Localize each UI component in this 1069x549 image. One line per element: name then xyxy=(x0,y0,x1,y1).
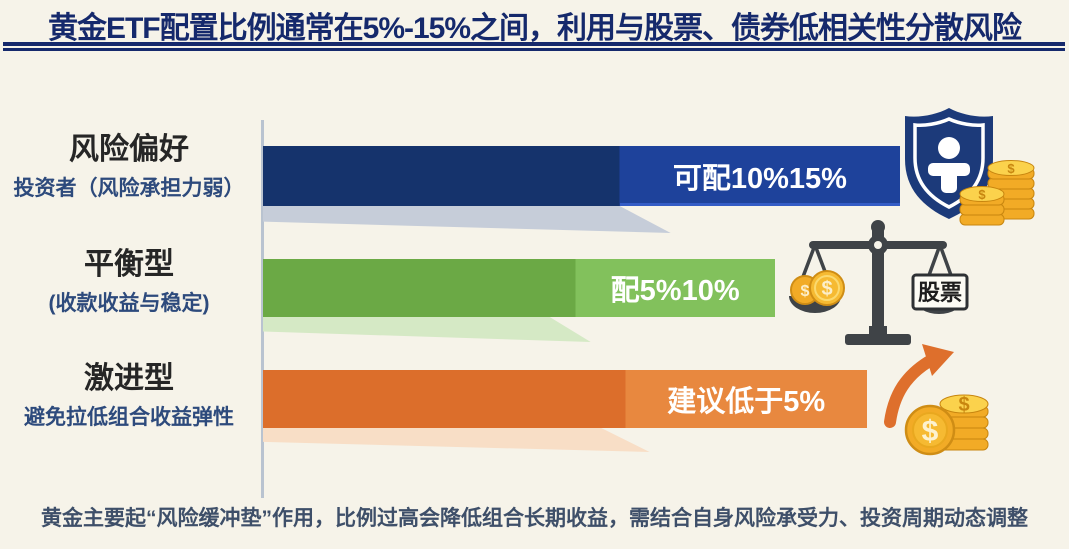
title-underline-thick xyxy=(3,42,1065,46)
page-title: 黄金ETF配置比例通常在5%-15%之间，利用与股票、债券低相关性分散风险 xyxy=(47,12,1022,45)
bar-value-label: 可配10%15% xyxy=(672,163,847,195)
bar-shadow xyxy=(263,317,591,342)
stocks-sign-label: 股票 xyxy=(918,280,962,305)
row-subtitle: 避免拉低组合收益弹性 xyxy=(24,405,234,429)
bar-shadow xyxy=(263,428,650,452)
row-subtitle: 投资者（风险承担力弱） xyxy=(13,176,245,200)
axis-line xyxy=(261,120,264,498)
shield-person-coins-icon: $ $ xyxy=(905,108,1035,226)
arrow-head xyxy=(922,344,954,376)
row-title: 风险偏好 xyxy=(69,133,189,166)
svg-text:$: $ xyxy=(958,394,969,416)
footer-note: 黄金主要起“风险缓冲垫”作用，比例过高会降低组合长期收益，需结合自身风险承受力、… xyxy=(41,507,1028,530)
title-underline-thin xyxy=(3,48,1065,51)
bar-aggressive: 建议低于5% xyxy=(263,370,867,428)
rising-arrow-coins-icon: $ $ xyxy=(884,344,989,456)
row-label-balanced: 平衡型 (收款收益与稳定) xyxy=(0,248,258,317)
balance-scale-icon: $ $ 股票 xyxy=(789,220,969,345)
row-title: 激进型 xyxy=(84,362,174,395)
bar-conservative: 可配10%15% xyxy=(263,146,900,206)
coin-stack-left: $ xyxy=(959,186,1005,226)
svg-text:$: $ xyxy=(922,415,939,448)
bar-value-wrap: 配5%10% xyxy=(575,259,775,317)
svg-text:$: $ xyxy=(801,283,810,300)
svg-text:$: $ xyxy=(1007,161,1015,176)
bar-balanced: 配5%10% xyxy=(263,259,775,317)
svg-text:$: $ xyxy=(978,187,986,202)
row-subtitle: (收款收益与稳定) xyxy=(48,291,210,315)
bar-value-wrap: 可配10%15% xyxy=(620,146,900,206)
row-title: 平衡型 xyxy=(84,248,174,281)
bar-value-wrap: 建议低于5% xyxy=(625,370,867,428)
gold-coins: $ $ xyxy=(790,270,845,306)
front-coin: $ xyxy=(904,404,956,456)
bar-value-label: 配5%10% xyxy=(610,275,740,307)
stocks-sign xyxy=(911,273,969,311)
bar-value-label: 建议低于5% xyxy=(667,386,826,418)
row-label-aggressive: 激进型 避免拉低组合收益弹性 xyxy=(0,362,258,431)
row-label-conservative: 风险偏好 投资者（风险承担力弱） xyxy=(0,133,258,202)
svg-text:$: $ xyxy=(821,278,832,300)
person-head xyxy=(938,137,960,159)
